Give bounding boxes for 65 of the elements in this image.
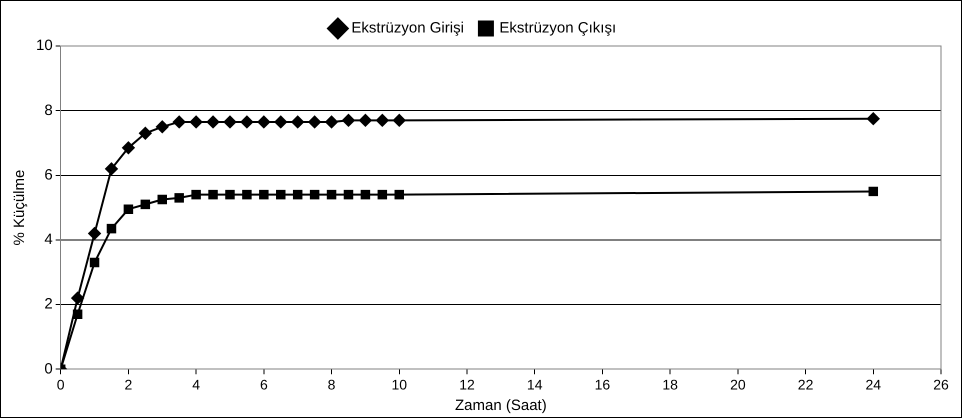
point — [191, 190, 201, 200]
point — [104, 162, 118, 176]
x-tick-label: 2 — [124, 376, 133, 392]
point — [140, 200, 150, 210]
point — [206, 115, 220, 128]
point — [190, 115, 203, 128]
point — [257, 115, 270, 128]
x-tick-label: 18 — [662, 376, 678, 392]
point — [223, 115, 236, 128]
legend-label: Ekstrüzyon Girişi — [351, 20, 464, 37]
x-tick-label: 6 — [260, 376, 268, 392]
y-tick-label: 4 — [44, 231, 53, 248]
point — [342, 114, 355, 127]
y-axis-title: % Küçülme — [11, 170, 28, 246]
point — [292, 190, 302, 200]
point — [360, 190, 370, 200]
point — [291, 115, 304, 128]
x-tick-label: 22 — [798, 376, 814, 392]
x-tick-label: 14 — [526, 376, 543, 392]
y-tick-label: 2 — [44, 296, 53, 313]
x-tick-label: 24 — [865, 376, 882, 392]
point — [308, 115, 322, 128]
x-tick-label: 8 — [328, 376, 336, 392]
point — [868, 186, 878, 196]
point — [174, 193, 184, 203]
point — [156, 120, 169, 134]
point — [208, 190, 218, 200]
point — [358, 114, 372, 127]
point — [325, 115, 338, 128]
point — [259, 190, 269, 200]
point — [274, 115, 288, 128]
point — [310, 190, 320, 200]
point — [122, 141, 135, 154]
point — [158, 194, 167, 204]
point — [172, 115, 186, 128]
point — [225, 190, 235, 200]
point — [88, 226, 102, 240]
y-tick-label: 6 — [44, 166, 53, 184]
y-tick-label: 0 — [44, 360, 53, 378]
point — [138, 126, 152, 140]
x-tick-label: 10 — [391, 376, 408, 392]
point — [394, 190, 404, 200]
point — [106, 224, 116, 234]
x-tick-label: 20 — [730, 376, 746, 392]
x-tick-label: 16 — [594, 376, 610, 392]
point — [344, 190, 354, 200]
legend-label: Ekstrüzyon Çıkışı — [499, 20, 616, 37]
x-tick-label: 4 — [192, 376, 200, 392]
point — [124, 204, 134, 214]
x-tick-label: 12 — [459, 376, 475, 392]
point — [378, 190, 388, 200]
point — [242, 190, 252, 200]
x-tick-label: 0 — [56, 376, 65, 392]
point — [376, 114, 389, 127]
y-tick-label: 10 — [36, 37, 53, 54]
point — [326, 190, 336, 200]
y-tick-label: 8 — [44, 102, 53, 119]
point — [90, 258, 100, 268]
x-axis-title: Zaman (Saat) — [454, 397, 547, 414]
point — [276, 190, 286, 200]
point — [71, 292, 84, 305]
x-tick-label: 26 — [933, 376, 949, 392]
point — [240, 115, 254, 128]
point — [866, 112, 880, 126]
point — [392, 114, 406, 127]
